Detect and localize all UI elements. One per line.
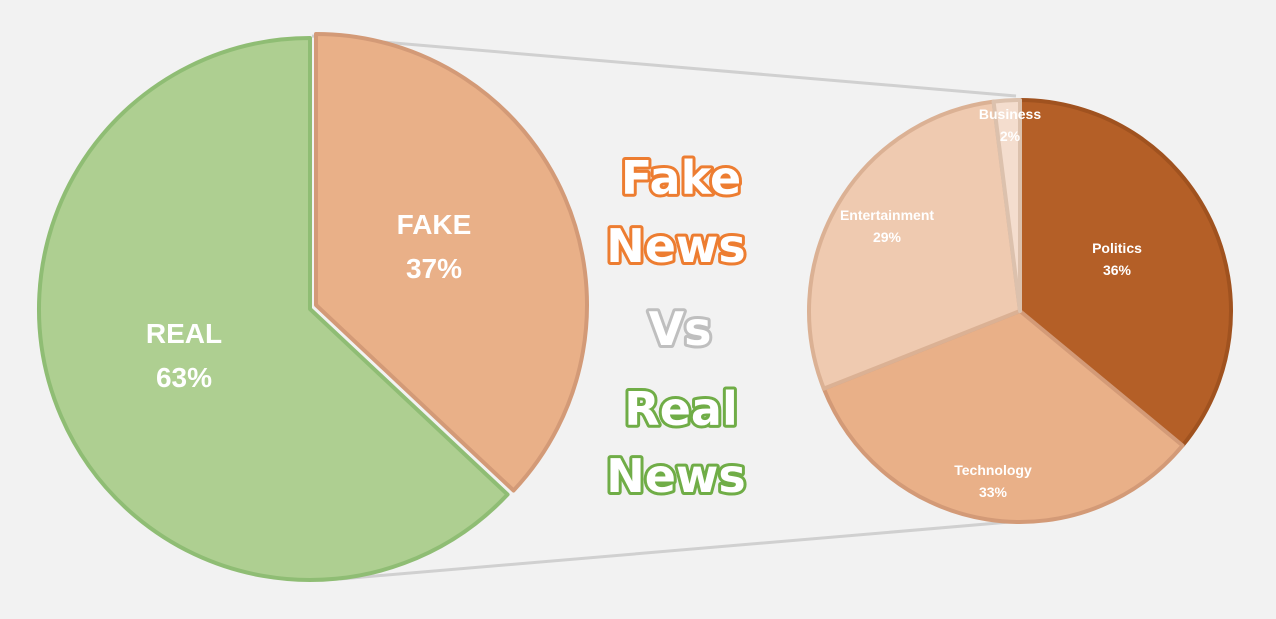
slice-business xyxy=(991,97,1022,313)
breakdown-pie: Politics 36% Technology 33% Entertainment 29%… xyxy=(807,97,1233,524)
value-real: 63% xyxy=(156,362,212,393)
label-entertainment: Entertainment xyxy=(840,207,934,223)
label-fake: FAKE xyxy=(397,209,472,240)
value-entertainment: 29% xyxy=(873,229,902,245)
slice-real xyxy=(37,36,510,582)
value-politics: 36% xyxy=(1103,262,1132,278)
headline: Fake News Vs Real News xyxy=(603,148,749,506)
headline-real: Real xyxy=(624,382,737,436)
label-real: REAL xyxy=(146,318,222,349)
headline-fake-news: News xyxy=(606,219,746,273)
value-technology: 33% xyxy=(979,484,1008,500)
headline-fake: Fake xyxy=(621,151,741,205)
slice-technology xyxy=(821,309,1185,524)
slice-fake xyxy=(314,32,589,493)
slice-politics xyxy=(1018,98,1233,448)
connector-line-bottom xyxy=(339,519,1023,581)
headline-vs: Vs xyxy=(649,302,712,356)
headline-real-news: News xyxy=(606,449,746,503)
label-technology: Technology xyxy=(954,462,1032,478)
slice-entertainment xyxy=(807,99,1022,391)
value-fake: 37% xyxy=(406,253,462,284)
connector-line-top xyxy=(311,34,1017,98)
main-pie: FAKE 37% REAL 63% xyxy=(37,32,589,582)
label-business: Business xyxy=(979,106,1041,122)
label-politics: Politics xyxy=(1092,240,1142,256)
value-business: 2% xyxy=(1000,128,1021,144)
